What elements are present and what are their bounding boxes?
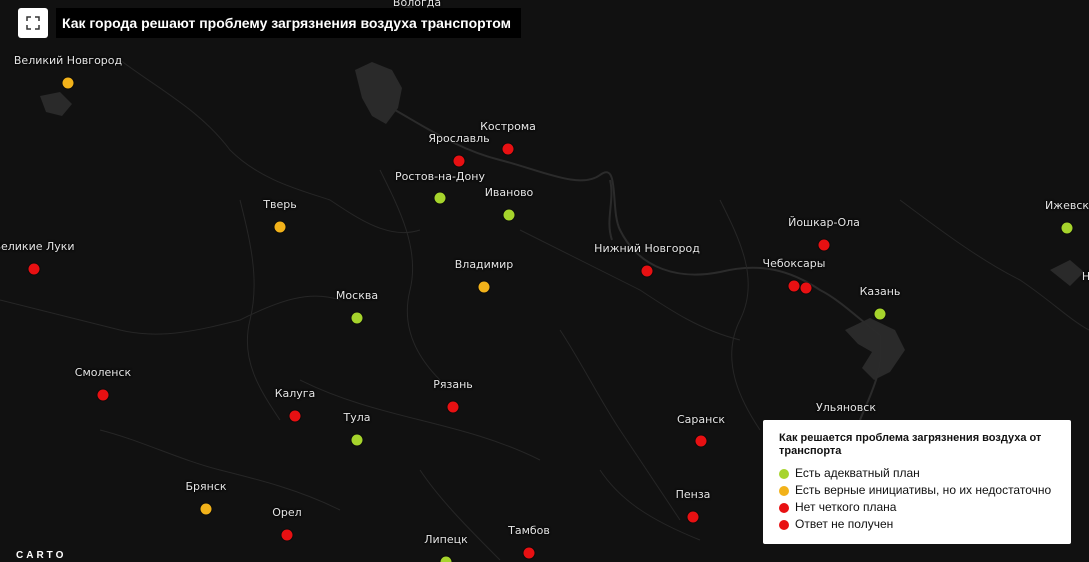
region-borders xyxy=(0,59,1089,561)
city-marker[interactable] xyxy=(274,221,286,233)
city-marker[interactable] xyxy=(874,308,886,320)
city-label: Великие Луки xyxy=(0,240,75,253)
city-marker[interactable] xyxy=(289,410,301,422)
city-label: Рязань xyxy=(433,378,473,391)
city-label: Брянск xyxy=(185,480,227,493)
legend-panel: Как решается проблема загрязнения воздух… xyxy=(763,420,1071,544)
legend-item: Есть верные инициативы, но их недостаточ… xyxy=(779,482,1055,499)
city-marker[interactable] xyxy=(523,547,535,559)
city-label: Орел xyxy=(272,506,302,519)
city-label: Чебоксары xyxy=(762,257,826,270)
city-label: Пенза xyxy=(675,488,711,501)
city-label: Казань xyxy=(859,285,901,298)
legend-item-label: Ответ не получен xyxy=(795,517,894,531)
carto-attribution[interactable]: CARTO xyxy=(16,550,67,561)
legend-item: Нет четкого плана xyxy=(779,499,1055,516)
map-title: Как города решают проблему загрязнения в… xyxy=(56,8,521,38)
legend-item-label: Нет четкого плана xyxy=(795,500,897,514)
city-marker[interactable] xyxy=(440,556,452,562)
city-label: Смоленск xyxy=(74,366,132,379)
legend-swatch xyxy=(779,502,789,513)
city-marker[interactable] xyxy=(695,435,707,447)
city-label: Ростов-на-Дону xyxy=(395,170,485,183)
city-label: Тверь xyxy=(263,198,297,211)
city-marker[interactable] xyxy=(502,143,514,155)
city-label-fragment: Вологда xyxy=(392,0,442,9)
city-marker[interactable] xyxy=(800,282,812,294)
city-marker[interactable] xyxy=(1061,222,1073,234)
legend-title: Как решается проблема загрязнения воздух… xyxy=(779,432,1042,457)
fullscreen-button[interactable] xyxy=(18,8,48,38)
city-label: Москва xyxy=(335,289,379,302)
city-label: Ижевск xyxy=(1044,199,1089,212)
city-label: Липецк xyxy=(424,533,468,546)
city-label: Йошкар-Ола xyxy=(788,216,860,229)
city-label: Владимир xyxy=(454,258,514,271)
city-label: Калуга xyxy=(274,387,316,400)
rivers xyxy=(394,109,882,421)
map-header: Как города решают проблему загрязнения в… xyxy=(18,8,521,38)
city-marker[interactable] xyxy=(788,280,800,292)
city-label: Тамбов xyxy=(508,524,550,537)
legend-item: Есть адекватный план xyxy=(779,465,1055,482)
city-label: Кострома xyxy=(480,120,536,133)
city-label: Саранск xyxy=(676,413,726,426)
city-label: Ярославль xyxy=(428,132,490,145)
city-label: Великий Новгород xyxy=(13,54,123,67)
fullscreen-icon xyxy=(26,16,40,30)
city-marker[interactable] xyxy=(453,155,465,167)
city-marker[interactable] xyxy=(503,209,515,221)
city-marker[interactable] xyxy=(478,281,490,293)
city-marker[interactable] xyxy=(28,263,40,275)
legend-item-label: Есть верные инициативы, но их недостаточ… xyxy=(795,483,1052,497)
legend-swatch xyxy=(779,519,789,530)
city-label: Тула xyxy=(343,411,371,424)
city-marker[interactable] xyxy=(200,503,212,515)
city-marker[interactable] xyxy=(818,239,830,251)
city-marker[interactable] xyxy=(641,265,653,277)
legend-swatch xyxy=(779,468,789,479)
city-label: Нижний Новгород xyxy=(594,242,700,255)
legend-swatch xyxy=(779,485,789,496)
city-label: Иваново xyxy=(484,186,534,199)
city-marker[interactable] xyxy=(281,529,293,541)
legend-item-label: Есть адекватный план xyxy=(795,466,920,480)
city-marker[interactable] xyxy=(62,77,74,89)
legend-item: Ответ не получен xyxy=(779,516,1055,533)
city-marker[interactable] xyxy=(434,192,446,204)
city-marker[interactable] xyxy=(351,312,363,324)
city-label-fragment: Н xyxy=(1081,270,1089,283)
city-marker[interactable] xyxy=(447,401,459,413)
city-label: Ульяновск xyxy=(816,401,876,414)
city-marker[interactable] xyxy=(97,389,109,401)
city-marker[interactable] xyxy=(687,511,699,523)
city-marker[interactable] xyxy=(351,434,363,446)
